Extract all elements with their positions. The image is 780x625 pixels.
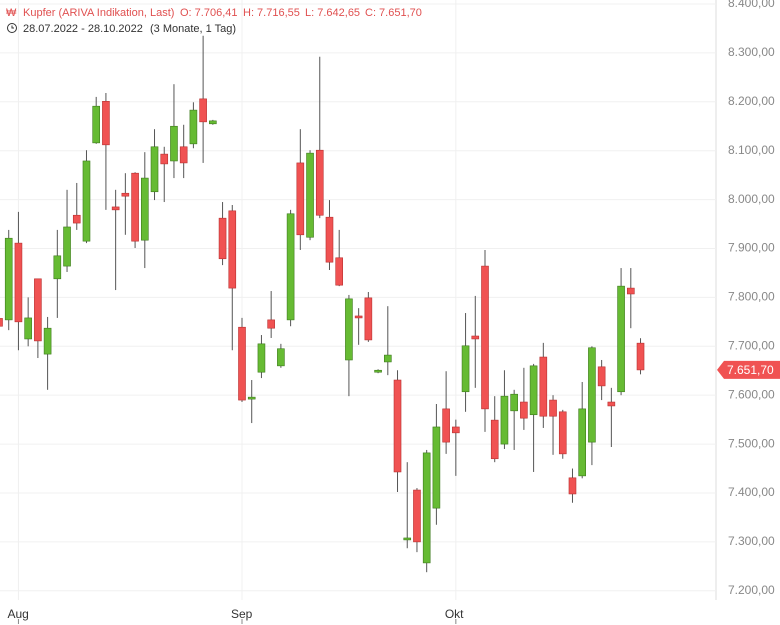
y-tick-label: 7.700,00 — [728, 338, 775, 352]
high-text: H: 7.716,55 — [243, 7, 300, 19]
y-tick-label: 7.500,00 — [728, 436, 775, 450]
candle-body — [111, 206, 120, 211]
candle-body — [529, 365, 538, 416]
date-range: 28.07.2022 - 28.10.2022 — [23, 23, 143, 35]
candle-body — [63, 226, 71, 267]
candle-body — [92, 105, 100, 144]
icon: ₩ — [6, 7, 17, 19]
candle-body — [549, 399, 557, 417]
x-tick-label: Aug — [7, 607, 28, 621]
x-tick-label: Okt — [445, 607, 464, 621]
clock-hand — [11, 25, 14, 29]
candle-body — [277, 348, 285, 367]
candle-body — [0, 318, 3, 327]
instrument-name: Kupfer (ARIVA Indikation, Last) — [23, 7, 174, 19]
candle-body — [520, 401, 528, 419]
candle-body — [442, 408, 450, 443]
candle-body — [393, 379, 402, 473]
candle-body — [558, 411, 567, 455]
candle-body — [481, 265, 489, 410]
candle-body — [626, 287, 635, 295]
candle-body — [422, 452, 431, 564]
candle-body — [588, 347, 596, 443]
clock-icon — [7, 23, 17, 33]
candle-body — [257, 343, 266, 373]
y-tick-label: 8.200,00 — [728, 94, 775, 108]
candle-body — [296, 162, 305, 236]
candle-body — [72, 214, 81, 224]
candle-body — [4, 237, 13, 321]
candle-body — [636, 342, 645, 371]
y-tick-label: 8.000,00 — [728, 192, 775, 206]
low-text: L: 7.642,65 — [305, 7, 360, 19]
candle-body — [345, 298, 353, 361]
candle-body — [383, 354, 392, 363]
candle-body — [267, 319, 275, 329]
candle-body — [218, 217, 227, 260]
y-tick-label: 8.300,00 — [728, 45, 775, 59]
candle-body — [597, 366, 606, 387]
header: ₩ Kupfer (ARIVA Indikation, Last) O: 7.7… — [6, 7, 422, 35]
candle-body — [607, 401, 616, 407]
candle-body — [568, 477, 577, 495]
candle-body — [490, 419, 499, 460]
candle-body — [189, 109, 198, 145]
candle-body — [199, 98, 207, 123]
candle-body — [34, 278, 42, 342]
candle-body — [170, 125, 178, 162]
candle-body — [179, 146, 188, 164]
candle-body — [238, 326, 246, 401]
y-tick-label: 7.200,00 — [728, 583, 775, 597]
candle-body — [510, 393, 518, 412]
candle-body — [43, 327, 52, 355]
candle-body — [141, 177, 149, 241]
y-tick-label: 7.800,00 — [728, 290, 775, 304]
candle-body — [24, 317, 32, 340]
candle-body — [500, 395, 509, 445]
candle-body — [150, 146, 159, 193]
candle-body — [471, 335, 480, 340]
candle-body — [131, 172, 139, 242]
candle-body — [432, 426, 441, 509]
candle-body — [325, 216, 334, 263]
candle-body — [209, 120, 217, 125]
candle-body — [306, 152, 314, 238]
y-tick-label: 7.400,00 — [728, 485, 775, 499]
open-text: O: 7.706,41 — [180, 7, 238, 19]
candle-body — [539, 356, 548, 417]
y-tick-label: 7.300,00 — [728, 534, 775, 548]
candle-body — [354, 315, 363, 319]
x-tick-label: Sep — [231, 607, 253, 621]
period: (3 Monate, 1 Tag) — [150, 23, 236, 35]
candle-body — [364, 297, 373, 341]
candle-body — [617, 285, 625, 393]
y-tick-label: 8.100,00 — [728, 143, 775, 157]
candle-body — [578, 408, 587, 477]
candle-body — [413, 489, 421, 543]
y-tick-label: 7.600,00 — [728, 387, 775, 401]
y-tick-label: 7.900,00 — [728, 241, 775, 255]
candle-body — [461, 345, 470, 393]
candle-body — [160, 153, 169, 165]
candle-body — [14, 242, 23, 323]
candle-body — [102, 101, 110, 146]
candle-body — [403, 537, 412, 541]
last-price-marker — [717, 360, 780, 379]
candle-body — [452, 426, 460, 434]
candle-body — [247, 396, 256, 400]
candle-body — [82, 160, 91, 242]
candle-body — [121, 192, 130, 197]
candle-body — [53, 255, 62, 280]
candle-body — [335, 257, 344, 286]
candle-body — [228, 210, 237, 289]
candle-body — [374, 369, 382, 373]
last-price-label: 7.651,70 — [727, 363, 774, 377]
y-tick-label: 8.400,00 — [728, 0, 775, 10]
candle-body — [286, 213, 295, 321]
candle-body — [315, 149, 324, 216]
close-text: C: 7.651,70 — [365, 7, 422, 19]
